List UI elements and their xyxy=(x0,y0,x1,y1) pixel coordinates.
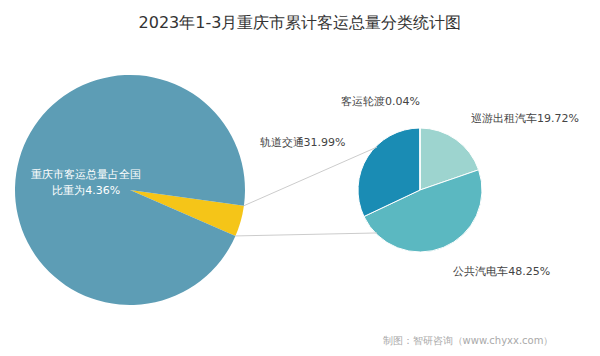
svg-text:巡游出租汽车19.72%: 巡游出租汽车19.72% xyxy=(471,112,579,125)
svg-text:制图：智研咨询（www.chyxx.com）: 制图：智研咨询（www.chyxx.com） xyxy=(383,335,554,346)
svg-text:客运轮渡0.04%: 客运轮渡0.04% xyxy=(341,95,420,108)
svg-text:2023年1-3月重庆市累计客运总量分类统计图: 2023年1-3月重庆市累计客运总量分类统计图 xyxy=(139,13,462,32)
svg-text:公共汽电车48.25%: 公共汽电车48.25% xyxy=(453,265,550,278)
svg-text:重庆市客运总量占全国比重为4.36%: 重庆市客运总量占全国比重为4.36% xyxy=(31,168,141,198)
svg-text:轨道交通31.99%: 轨道交通31.99% xyxy=(260,136,346,149)
